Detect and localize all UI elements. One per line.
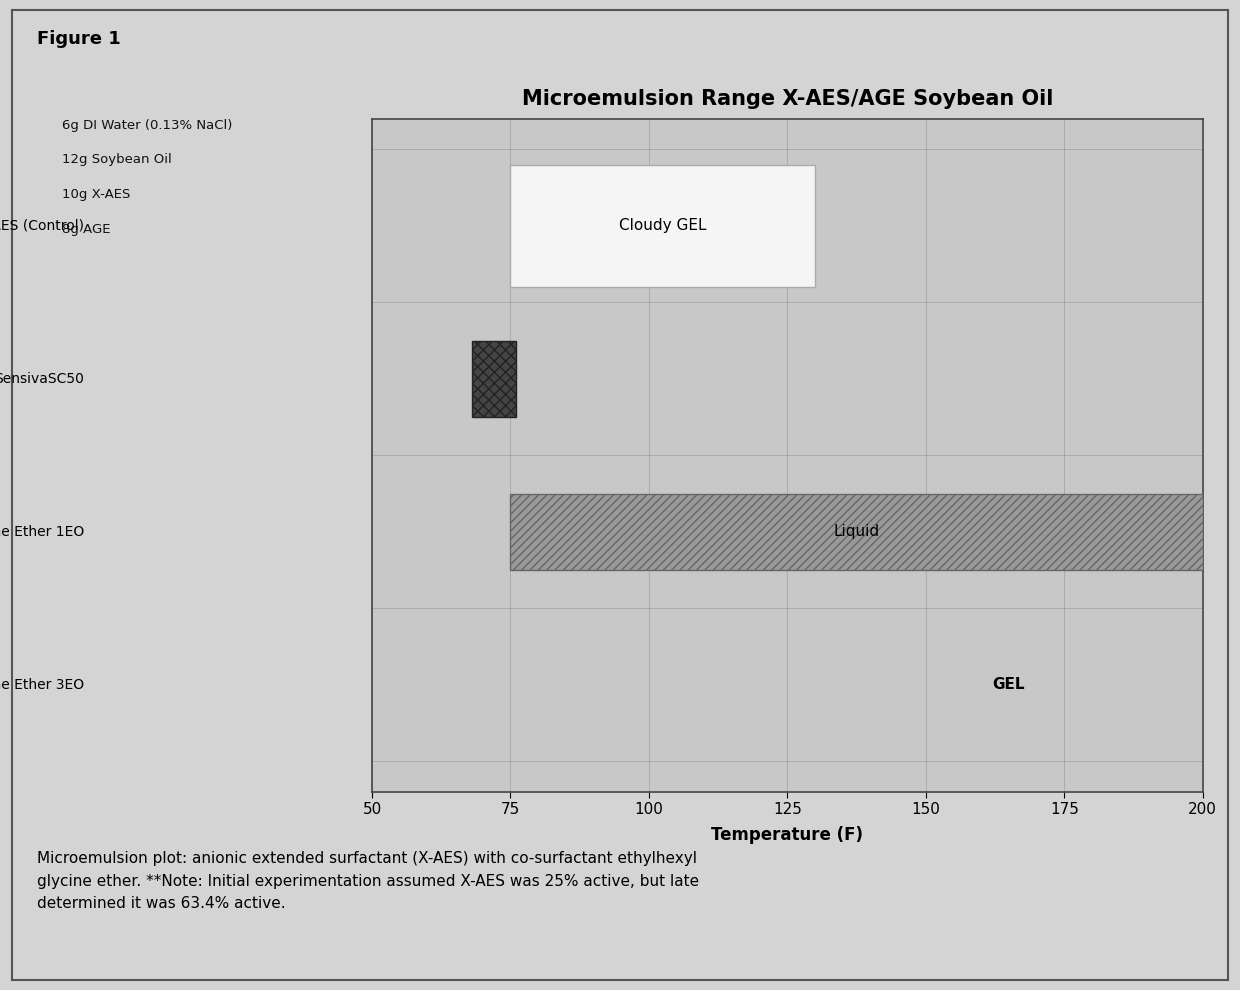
Text: Ethylhexyl Glycerine Ether 1EO: Ethylhexyl Glycerine Ether 1EO <box>0 525 84 539</box>
Text: Microemulsion plot: anionic extended surfactant (X-AES) with co-surfactant ethyl: Microemulsion plot: anionic extended sur… <box>37 851 699 911</box>
Text: 8g AGE: 8g AGE <box>62 223 110 236</box>
Text: 10g X-AES: 10g X-AES <box>62 188 130 201</box>
Text: Cloudy GEL: Cloudy GEL <box>619 219 707 234</box>
Text: 12g Soybean Oil: 12g Soybean Oil <box>62 153 172 166</box>
Text: GEL: GEL <box>993 677 1025 692</box>
Text: 6g DI Water (0.13% NaCl): 6g DI Water (0.13% NaCl) <box>62 119 232 132</box>
Text: SensivaSC50: SensivaSC50 <box>0 372 84 386</box>
Bar <box>511 494 1203 570</box>
Bar <box>471 341 516 417</box>
Bar <box>511 164 815 287</box>
Text: Ethylhexyl Glycerine Ether 3EO: Ethylhexyl Glycerine Ether 3EO <box>0 678 84 692</box>
Text: X-AES (Control): X-AES (Control) <box>0 219 84 233</box>
X-axis label: Temperature (F): Temperature (F) <box>712 826 863 843</box>
Text: Liquid: Liquid <box>833 525 879 540</box>
Text: Figure 1: Figure 1 <box>37 30 122 48</box>
Title: Microemulsion Range X-AES/AGE Soybean Oil: Microemulsion Range X-AES/AGE Soybean Oi… <box>522 89 1053 109</box>
